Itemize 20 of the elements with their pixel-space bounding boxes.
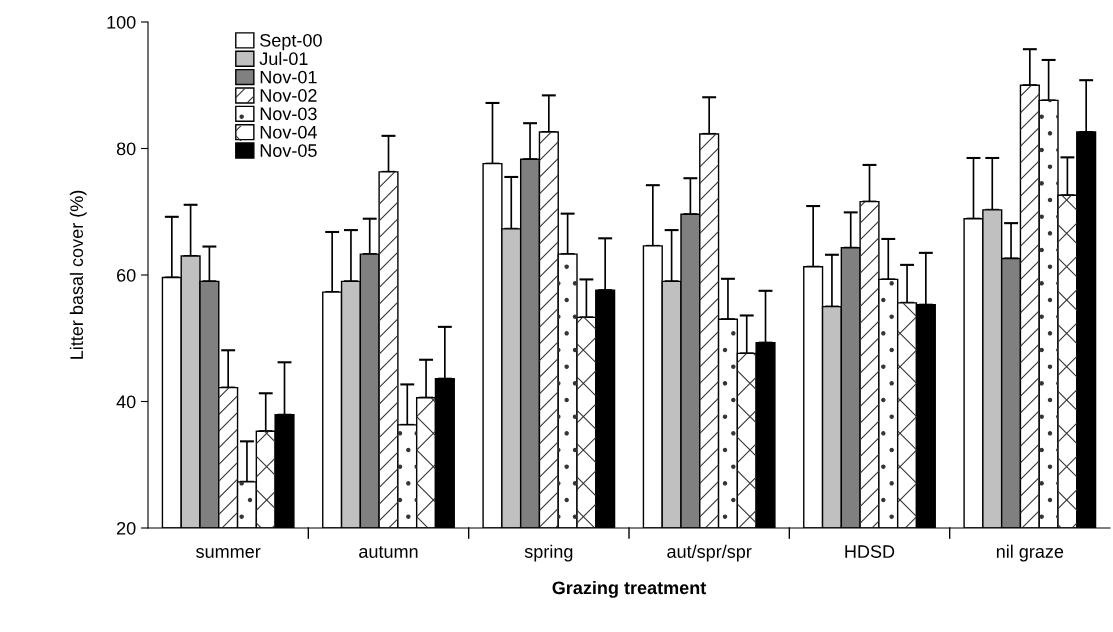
- y-tick-label: 100: [107, 15, 136, 29]
- legend-label: Nov-04: [260, 125, 317, 139]
- x-tick-label: nil graze: [996, 544, 1064, 562]
- legend-label: Nov-01: [260, 70, 317, 84]
- y-axis-title: Litter basal cover (%): [69, 190, 87, 359]
- legend-label: Jul-01: [259, 51, 308, 66]
- x-tick-label: autumn: [359, 546, 418, 558]
- x-tick-label: spring: [524, 544, 573, 562]
- y-tick-label: 80: [116, 142, 136, 156]
- x-tick-label: aut/spr/spr: [667, 544, 752, 562]
- legend-label: Sept-00: [260, 33, 322, 51]
- x-tick-label: HDSD: [845, 545, 895, 558]
- legend-label: Nov-02: [260, 89, 317, 102]
- x-tick-label: summer: [196, 548, 261, 558]
- y-tick-label: 20: [117, 521, 136, 535]
- legend-label: Nov-05: [260, 144, 317, 157]
- y-tick-label: 40: [116, 395, 136, 409]
- legend-label: Nov-03: [260, 107, 317, 121]
- x-axis-title: Grazing treatment: [552, 580, 707, 598]
- y-tick-label: 60: [117, 268, 136, 282]
